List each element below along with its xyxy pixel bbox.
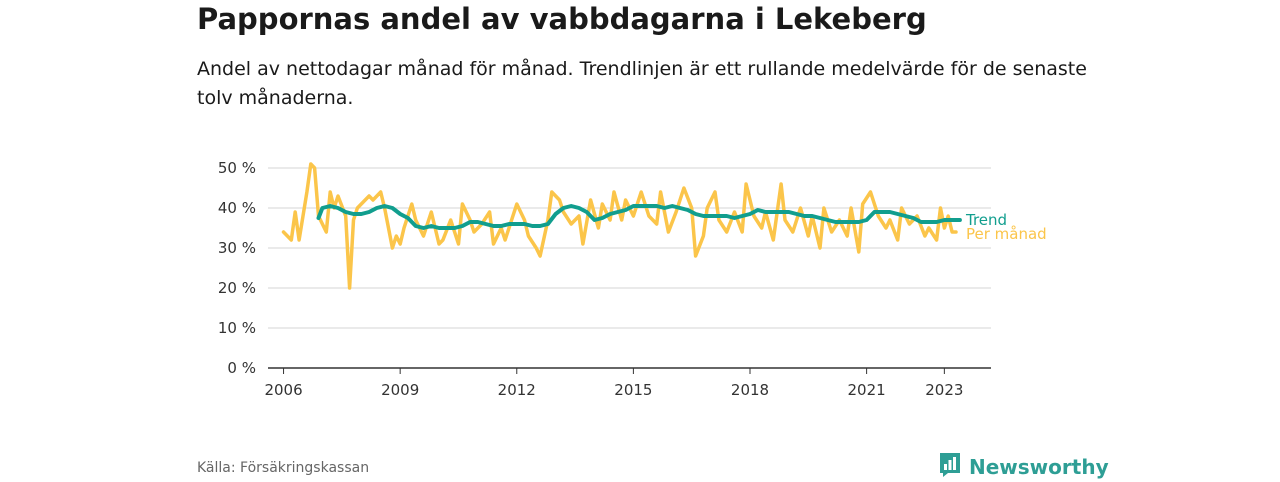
y-tick-label: 30 % [218,239,256,257]
legend-label-per-manad: Per månad [966,225,1047,243]
source-note: Källa: Försäkringskassan [197,460,370,476]
legend-label-trend: Trend [965,211,1007,229]
x-tick-label: 2018 [731,381,769,399]
x-tick-label: 2009 [381,381,419,399]
series-line-trend [316,204,962,230]
chart-subtitle: Andel av nettodagar månad för månad. Tre… [197,58,1087,109]
y-tick-label: 50 % [218,159,256,177]
x-tick-label: 2021 [848,381,886,399]
bar-chart-logo-icon [939,452,961,482]
x-tick-label: 2012 [498,381,536,399]
y-tick-label: 10 % [218,319,256,337]
line-chart: 0 % 10 % 20 % 30 % 40 % 50 % 2006 2009 2012 2015… [218,159,1047,399]
y-tick-label: 0 % [227,359,256,377]
chart-title: Pappornas andel av vabbdagarna i Lekeber… [197,2,927,36]
y-axis-ticks: 0 % 10 % 20 % 30 % 40 % 50 % [218,159,256,377]
x-tick-label: 2015 [614,381,652,399]
y-tick-label: 40 % [218,199,256,217]
brand-logo: Newsworthy [939,452,1109,482]
x-tick-label: 2006 [264,381,302,399]
series-lines [281,162,962,290]
x-axis: 2006 2009 2012 2015 2018 2021 2023 [264,367,991,399]
gridlines [268,167,991,329]
y-tick-label: 20 % [218,279,256,297]
series-line-per-manad [281,162,958,290]
brand-name: Newsworthy [969,455,1109,479]
x-tick-label: 2023 [925,381,963,399]
